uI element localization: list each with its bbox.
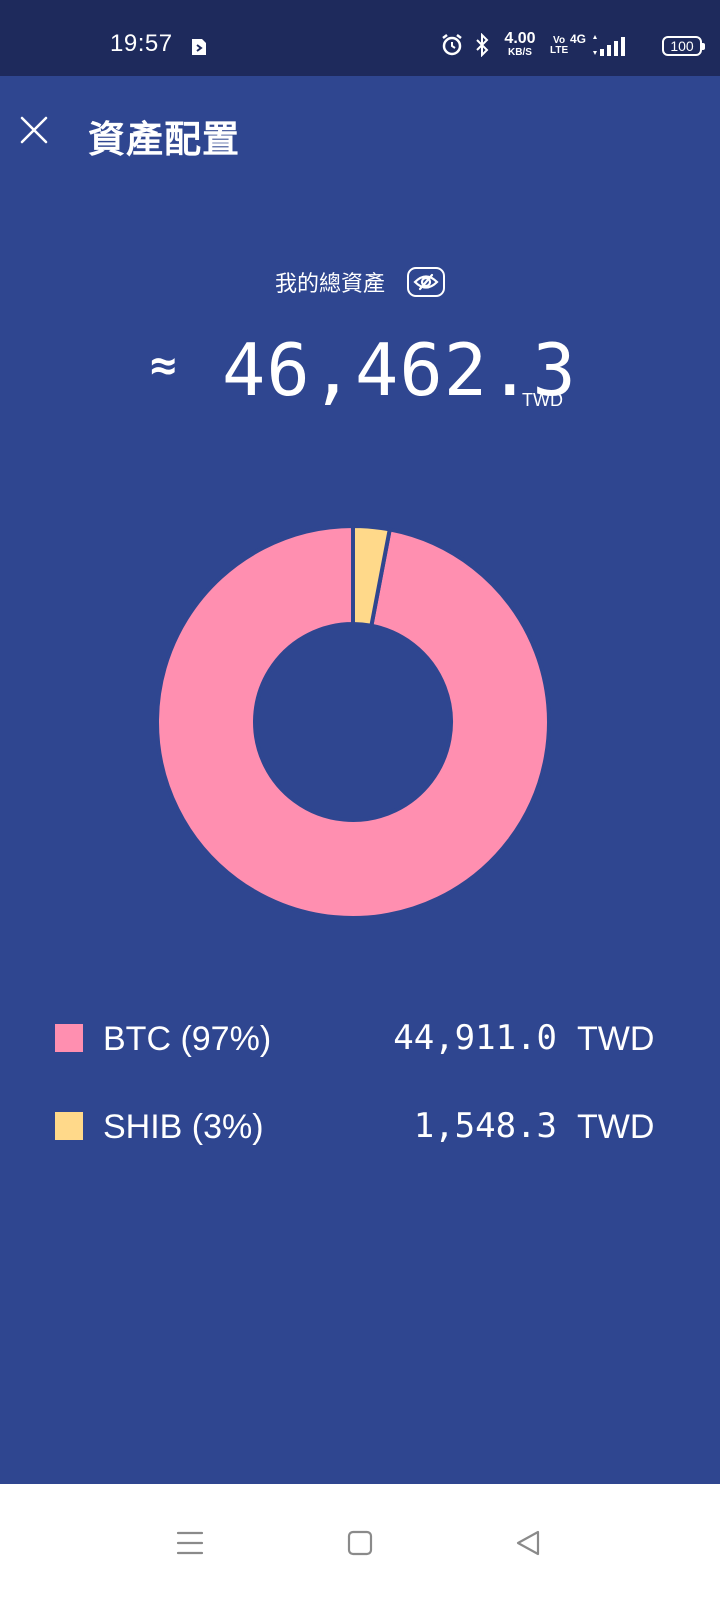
legend-value: 1,548.3 [413,1106,557,1146]
donut-slice-btc[interactable] [155,523,551,920]
close-icon [20,116,48,144]
legend-swatch-btc [55,1024,83,1052]
legend-name: SHIB (3%) [103,1108,264,1146]
status-time: 19:57 [110,30,173,57]
back-icon [516,1530,540,1556]
sim-card-icon [192,39,206,55]
back-button[interactable] [503,1518,553,1568]
legend-unit: TWD [577,1020,655,1058]
net-speed-value: 4.00 [504,30,536,47]
close-button[interactable] [12,108,56,152]
menu-icon [176,1531,204,1555]
page-title: 資產配置 [88,118,240,161]
eye-slash-icon [413,273,439,291]
app-bar: 資產配置 [0,76,720,188]
total-assets-header: 我的總資產 [0,262,720,302]
legend-item-shib[interactable]: SHIB (3%) 1,548.3 TWD [0,1098,720,1186]
asset-legend: BTC (97%) 44,911.0 TWD SHIB (3%) 1,548.3… [0,1010,720,1186]
volte-bottom: LTE [550,45,569,56]
total-assets-currency: TWD [522,390,563,410]
legend-item-btc[interactable]: BTC (97%) 44,911.0 TWD [0,1010,720,1098]
legend-swatch-shib [55,1112,83,1140]
total-assets-value: 46,462.3 [222,328,577,412]
donut-chart [155,523,551,920]
home-button[interactable] [335,1518,385,1568]
system-nav-bar [0,1484,720,1600]
net-speed-unit: KB/S [508,47,532,58]
donut-slice-shib[interactable] [351,523,393,629]
data-arrows-icon [593,35,597,55]
legend-unit: TWD [577,1108,655,1146]
total-assets-amount: ≈ 46,462.3 TWD [0,330,720,420]
status-icons: 4.00 KB/S Vo LTE 4G 100 [420,0,720,76]
alarm-icon [442,34,462,56]
recent-apps-button[interactable] [165,1518,215,1568]
status-bar: 19:57 4.00 KB/S Vo LTE 4G [0,0,720,76]
legend-value: 44,911.0 [393,1018,557,1058]
visibility-toggle-button[interactable] [407,267,445,297]
bluetooth-icon [476,33,489,57]
total-assets-label: 我的總資產 [274,272,385,297]
approx-symbol: ≈ [150,340,177,391]
net-speed: 4.00 KB/S [503,31,537,58]
battery-icon: 100 [662,36,705,56]
home-icon [347,1530,373,1556]
asset-allocation-chart [150,520,570,940]
network-type: 4G [570,32,587,46]
legend-name: BTC (97%) [103,1020,272,1058]
volte-indicator: Vo LTE [550,36,568,56]
volte-top: Vo [553,35,566,46]
signal-icon [600,37,625,56]
